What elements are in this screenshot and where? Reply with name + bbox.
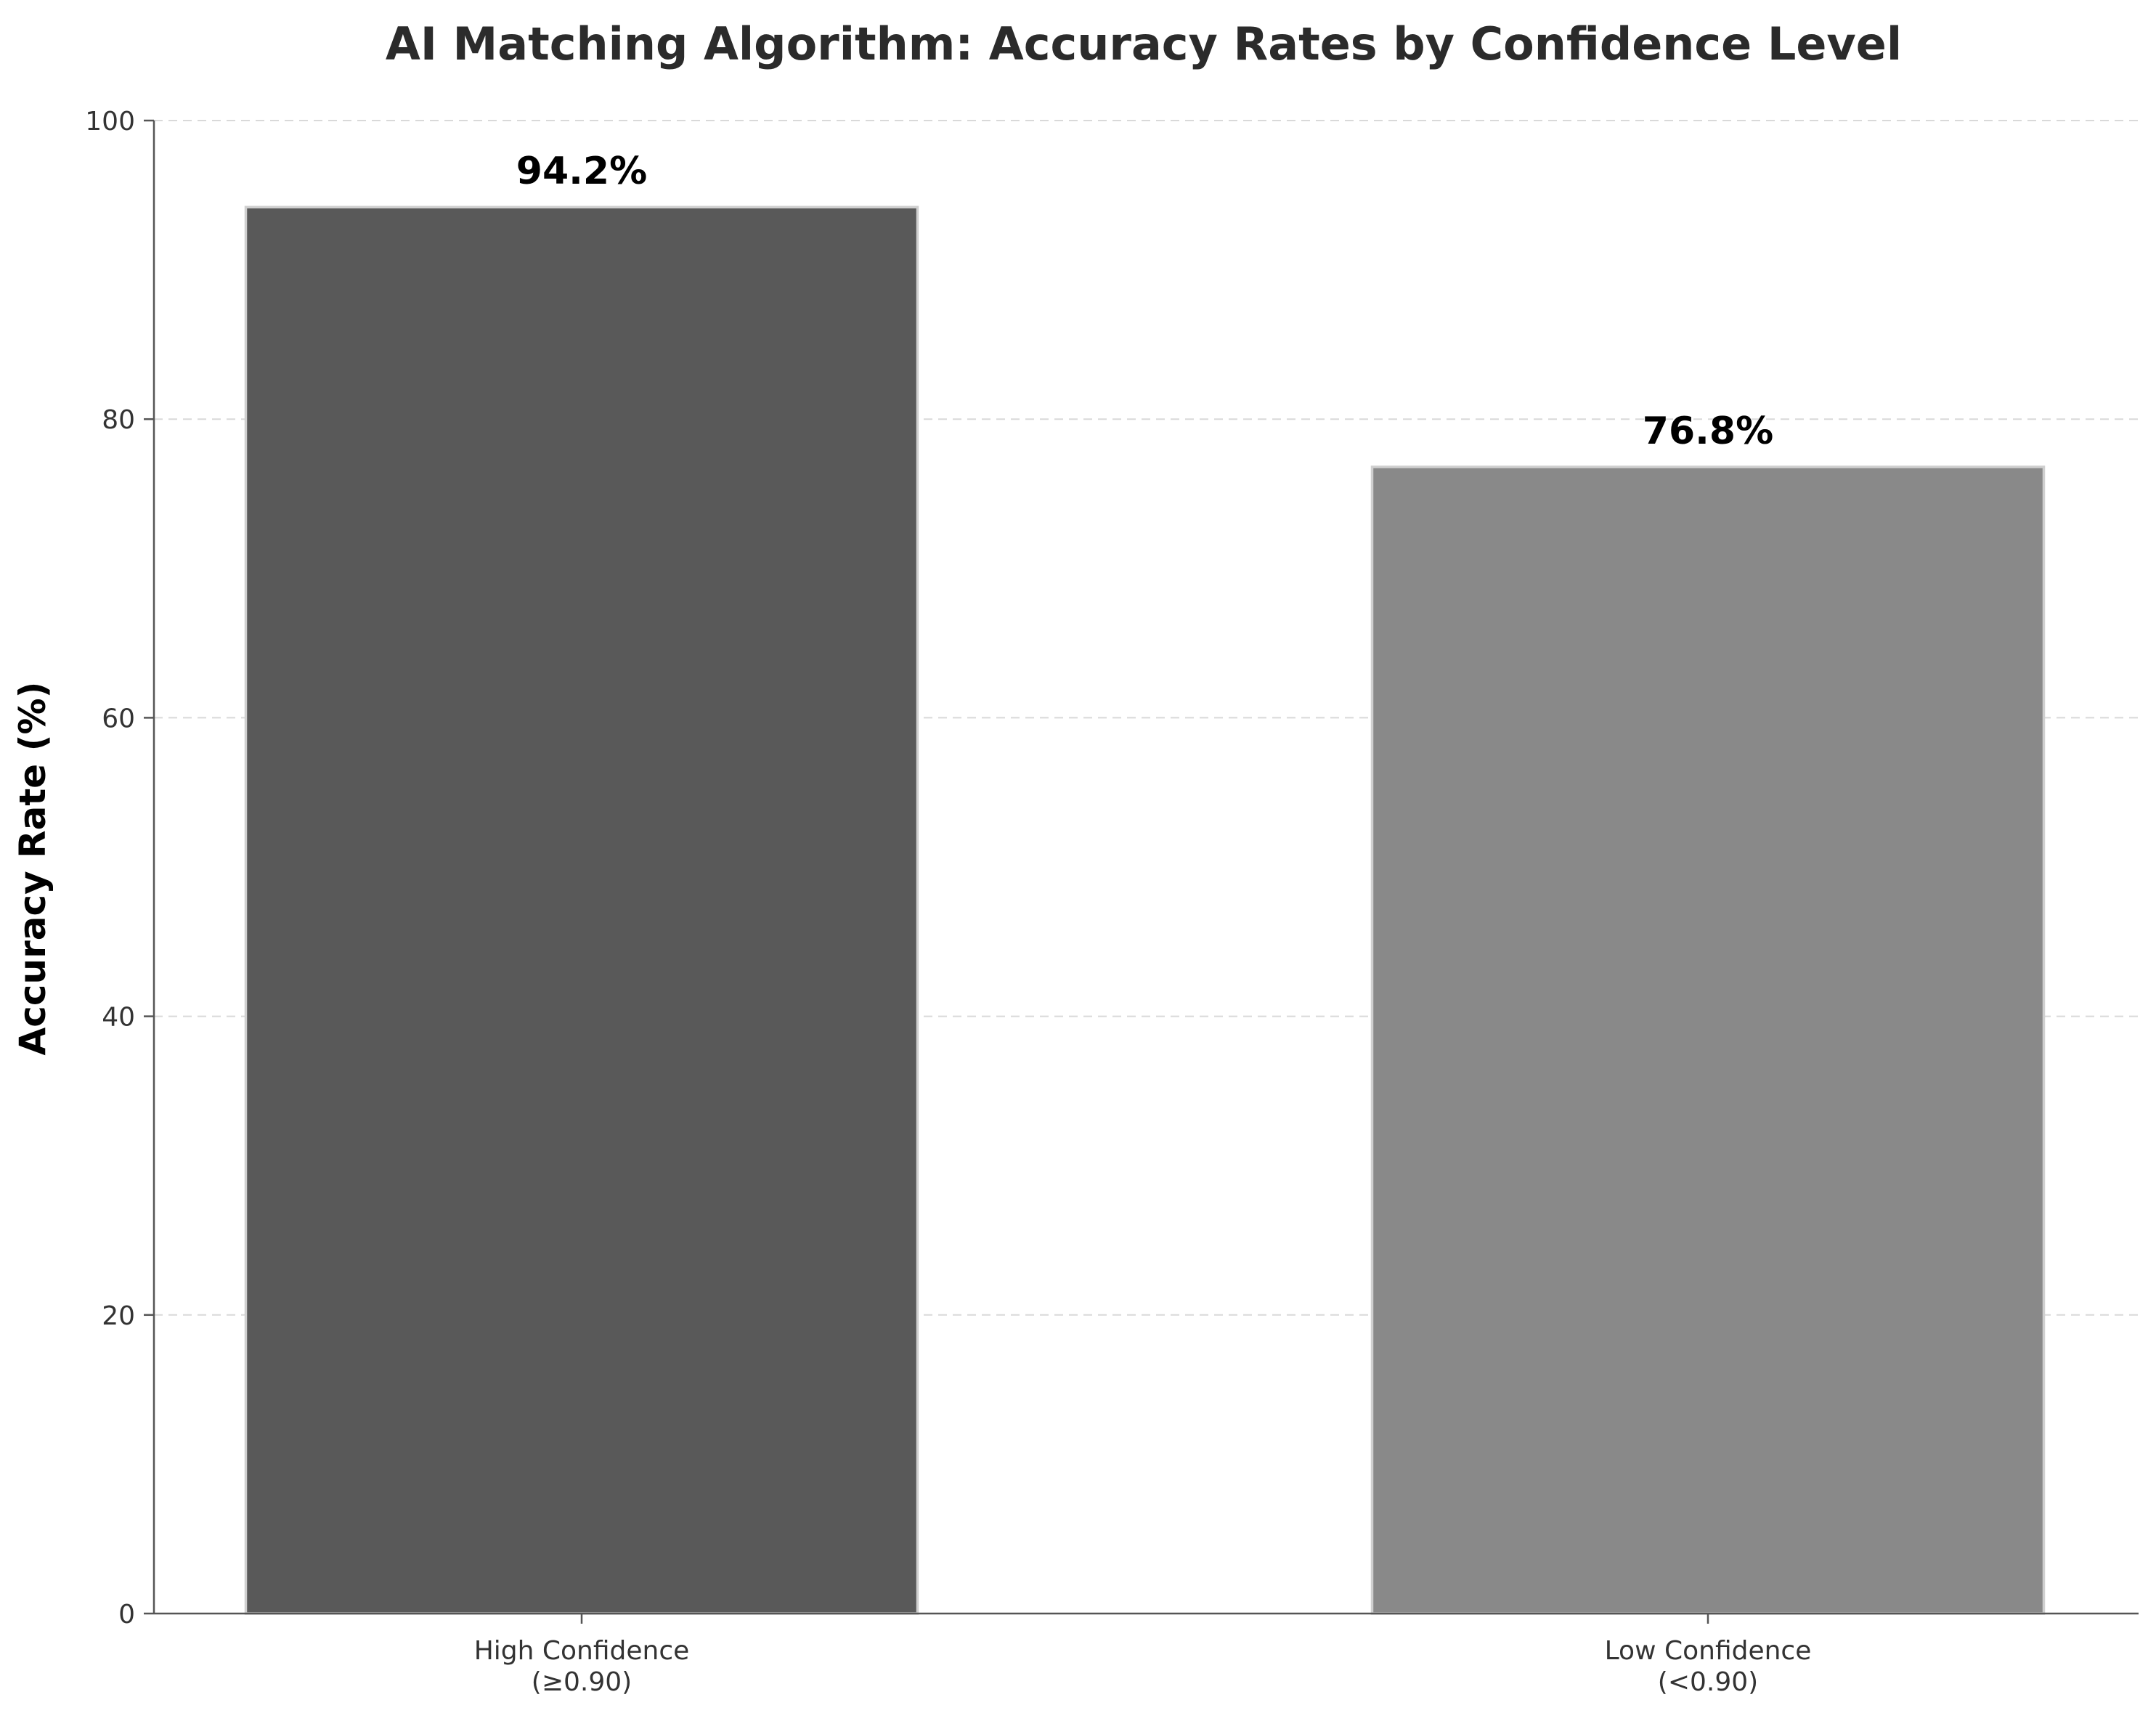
labels: 0 20 40 60 80 100 94.2% High Confidence (≥0.90) 7… xyxy=(85,107,1811,1697)
y-tick-label: 80 xyxy=(102,405,135,435)
bar-0 xyxy=(244,206,919,1615)
bar-value-label-0: 94.2% xyxy=(516,150,647,193)
y-tick-label: 40 xyxy=(102,1003,135,1033)
axes xyxy=(144,119,2139,1624)
y-tick-label: 100 xyxy=(85,107,135,137)
chart-title: AI Matching Algorithm: Accuracy Rates by… xyxy=(386,17,1902,70)
bar-1 xyxy=(1370,465,2046,1615)
x-tick-label-1: Low Confidence (<0.90) xyxy=(1605,1636,1812,1697)
y-tick-label: 0 xyxy=(118,1600,135,1630)
bars xyxy=(244,206,2046,1615)
gridlines xyxy=(154,120,2139,1316)
x-tick-label-0: High Confidence (≥0.90) xyxy=(474,1636,690,1697)
y-axis-label: Accuracy Rate (%) xyxy=(12,682,54,1056)
bar-value-label-1: 76.8% xyxy=(1643,410,1773,453)
y-tick-label: 60 xyxy=(102,704,135,733)
y-tick-label: 20 xyxy=(102,1301,135,1331)
